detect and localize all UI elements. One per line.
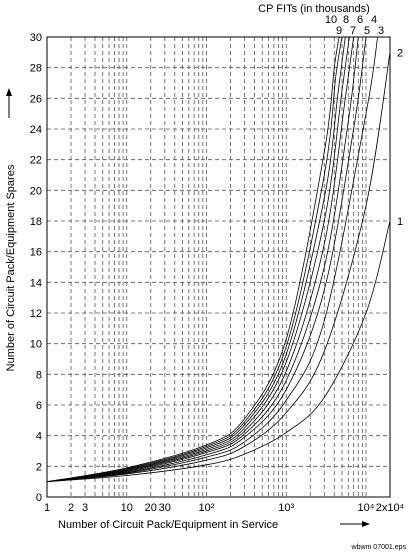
curve-label-9: 9: [336, 25, 342, 37]
x-tick-label: 20: [145, 502, 157, 514]
x-axis-arrow: [340, 521, 370, 527]
curve-label-5: 5: [364, 25, 370, 37]
series-line-7: [46, 36, 350, 483]
x-tick-label: 2x10⁴: [376, 502, 405, 514]
y-axis-label: Number of Circuit Pack/Equipment Spares: [5, 164, 17, 371]
plot-area-frame: [46, 36, 391, 498]
y-tick-label: 18: [30, 216, 42, 228]
y-axis-arrow: [6, 88, 12, 118]
curve-label-2: 2: [397, 47, 403, 59]
x-tick-label: 10²: [199, 502, 215, 514]
y-tick-label: 26: [30, 93, 42, 105]
y-tick-label: 10: [30, 339, 42, 351]
x-tick-label: 10: [121, 502, 133, 514]
x-tick-label: 10³: [278, 502, 294, 514]
series-line-6: [46, 36, 354, 483]
curve-label-10: 10: [325, 14, 337, 26]
y-tick-label: 6: [36, 400, 42, 412]
x-tick-label: 3: [82, 502, 88, 514]
series-line-3: [46, 36, 378, 483]
chart-title: CP FITs (in thousands): [258, 3, 370, 15]
x-tick-label: 1: [44, 502, 50, 514]
curve-label-7: 7: [350, 25, 356, 37]
y-tick-label: 22: [30, 155, 42, 167]
curves: [46, 36, 391, 483]
y-tick-label: 2: [36, 461, 42, 473]
y-tick-label: 0: [36, 492, 42, 504]
y-tick-label: 14: [30, 277, 42, 289]
y-tick-label: 16: [30, 247, 42, 259]
y-tick-label: 4: [36, 431, 42, 443]
series-line-2: [46, 52, 391, 483]
footer-filename: wbwm 07001.eps: [351, 544, 407, 551]
y-tick-label: 20: [30, 185, 42, 197]
x-tick-label: 10⁴: [358, 502, 375, 514]
y-tick-label: 24: [30, 124, 42, 136]
curve-label-3: 3: [378, 25, 384, 37]
series-line-1: [46, 220, 391, 483]
curve-label-8: 8: [343, 14, 349, 26]
x-axis-label: Number of Circuit Pack/Equipment in Serv…: [58, 519, 278, 531]
grid: [47, 37, 390, 497]
y-tick-label: 28: [30, 63, 42, 75]
series-line-4: [46, 36, 367, 483]
curve-label-1: 1: [397, 216, 403, 228]
series-line-8: [46, 36, 346, 483]
series-line-5: [46, 36, 359, 483]
x-tick-label: 2: [68, 502, 74, 514]
curve-label-4: 4: [371, 14, 377, 26]
series-line-10: [46, 36, 340, 483]
curve-label-6: 6: [357, 14, 363, 26]
y-tick-label: 12: [30, 308, 42, 320]
series-line-9: [46, 36, 343, 483]
curve-labels: 10 8 6 4 9 7 5 3 2 1: [325, 14, 403, 228]
y-tick-label: 8: [36, 369, 42, 381]
x-tick-label: 30: [159, 502, 171, 514]
y-tick-label: 30: [30, 32, 42, 44]
